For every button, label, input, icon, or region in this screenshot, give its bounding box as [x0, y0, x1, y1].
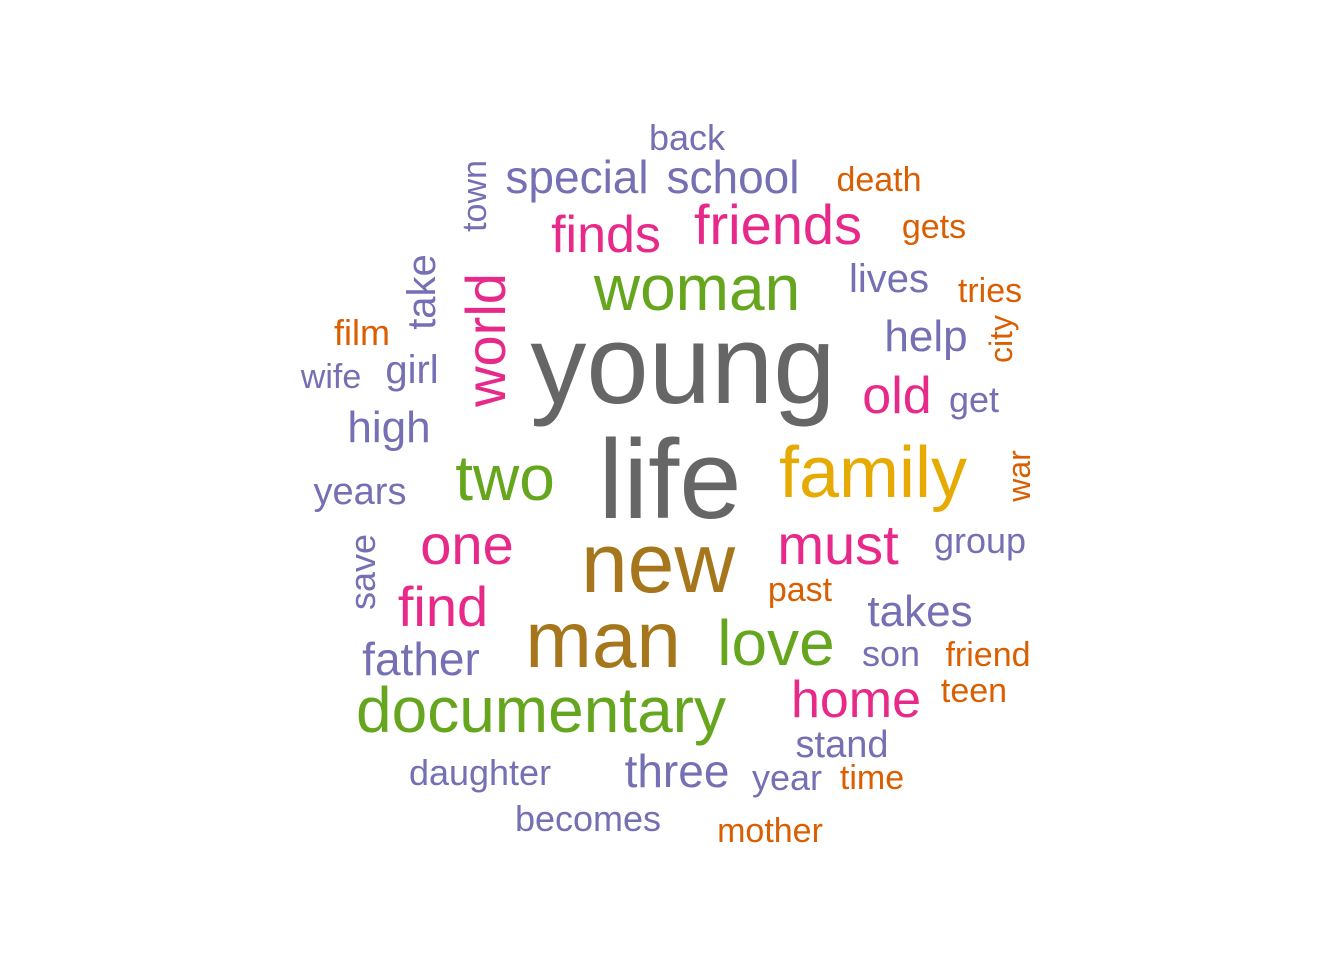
word-friend: friend [945, 636, 1031, 674]
word-help: help [884, 312, 968, 361]
word-two: two [455, 442, 555, 514]
word-young: young [530, 302, 836, 427]
word-past: past [767, 571, 833, 609]
word-friends: friends [693, 193, 863, 256]
word-girl: girl [385, 348, 439, 392]
word-wife: wife [300, 358, 362, 396]
word-war: war [1001, 450, 1037, 502]
word-save: save [342, 533, 383, 611]
word-school: school [666, 151, 800, 203]
word-takes: takes [867, 587, 973, 636]
word-death: death [836, 161, 922, 199]
word-tries: tries [957, 272, 1023, 310]
word-group: group [933, 520, 1027, 561]
word-home: home [790, 671, 922, 729]
word-family: family [778, 433, 968, 513]
word-son: son [861, 633, 921, 674]
word-film: film [334, 312, 390, 353]
word-get: get [948, 379, 1000, 420]
word-new: new [580, 516, 736, 610]
word-life: life [598, 417, 742, 542]
word-mother: mother [717, 812, 823, 850]
word-daughter: daughter [408, 752, 552, 793]
word-old: old [862, 367, 932, 425]
word-stand: stand [795, 724, 889, 766]
word-town: town [456, 160, 494, 232]
word-high: high [347, 403, 431, 452]
word-time: time [839, 759, 905, 797]
word-father: father [362, 633, 480, 685]
word-teen: teen [940, 672, 1008, 710]
word-find: find [397, 575, 489, 638]
word-documentary: documentary [356, 674, 726, 746]
word-back: back [648, 117, 726, 158]
word-becomes: becomes [514, 798, 662, 839]
word-three: three [624, 745, 730, 797]
word-man: man [525, 595, 681, 684]
word-take: take [400, 254, 444, 330]
word-year: year [751, 757, 823, 798]
word-gets: gets [901, 208, 967, 246]
word-city: city [983, 315, 1019, 363]
word-woman: woman [593, 252, 801, 324]
word-must: must [777, 513, 899, 576]
word-special: special [505, 151, 649, 203]
word-years: years [313, 471, 407, 513]
word-world: world [454, 273, 517, 407]
word-one: one [420, 513, 514, 576]
word-love: love [717, 607, 835, 679]
word-lives: lives [848, 257, 930, 301]
word-finds: finds [551, 206, 661, 264]
